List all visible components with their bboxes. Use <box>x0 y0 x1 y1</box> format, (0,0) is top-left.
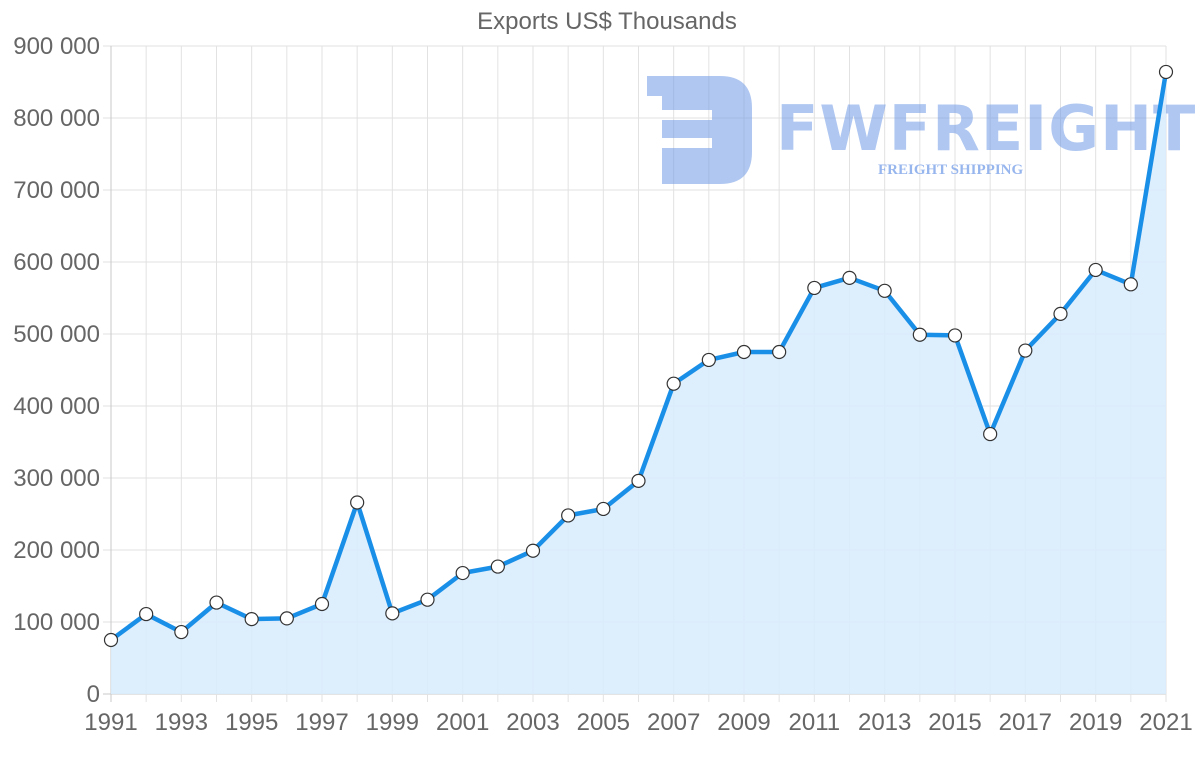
fwfreight-logo-icon <box>647 76 752 184</box>
x-tick-label: 1995 <box>225 709 278 736</box>
data-point-marker[interactable] <box>103 632 119 648</box>
y-tick-label: 600 000 <box>13 249 100 276</box>
data-point-marker[interactable] <box>877 283 892 298</box>
x-tick-label: 1991 <box>84 709 137 736</box>
data-point-marker[interactable] <box>947 328 963 343</box>
data-point-marker[interactable] <box>596 501 611 517</box>
x-tick-label: 2021 <box>1139 709 1192 736</box>
y-tick-label: 200 000 <box>13 537 100 564</box>
data-point-marker[interactable] <box>1158 64 1174 80</box>
data-point-marker[interactable] <box>631 473 646 488</box>
data-point-marker[interactable] <box>139 606 154 622</box>
x-tick-label: 2003 <box>506 709 559 736</box>
x-tick-label: 1993 <box>155 709 208 736</box>
x-tick-label: 2009 <box>717 709 770 736</box>
data-point-marker[interactable] <box>209 595 224 610</box>
data-point-marker[interactable] <box>350 495 365 510</box>
data-point-marker[interactable] <box>1088 262 1103 278</box>
data-point-marker[interactable] <box>807 280 822 296</box>
data-point-marker[interactable] <box>455 565 470 581</box>
y-tick-label: 900 000 <box>13 33 100 60</box>
data-point-marker[interactable] <box>244 612 259 627</box>
x-tick-label: 2015 <box>928 709 981 736</box>
data-point-marker[interactable] <box>525 543 541 558</box>
data-point-marker[interactable] <box>666 376 681 391</box>
chart-title: Exports US$ Thousands <box>477 8 737 35</box>
x-axis: 1991 1993 1995 1997 1999 2001 2003 2005 2007 2009… <box>84 709 1192 736</box>
area-fill <box>111 71 1166 694</box>
data-point-marker[interactable] <box>561 508 576 523</box>
x-tick-label: 2011 <box>789 709 841 736</box>
data-point-marker[interactable] <box>983 426 998 442</box>
data-point-marker[interactable] <box>842 270 857 285</box>
data-point-marker[interactable] <box>1053 306 1068 321</box>
watermark-tagline: FREIGHT SHIPPING <box>878 162 1023 178</box>
y-tick-label: 100 000 <box>13 609 100 636</box>
x-tick-label: 1997 <box>295 709 348 736</box>
y-tick-label: 800 000 <box>13 105 100 132</box>
data-point-marker[interactable] <box>490 559 505 574</box>
data-point-marker[interactable] <box>1123 277 1138 292</box>
x-tick-label: 2001 <box>436 709 489 736</box>
data-point-marker[interactable] <box>1018 343 1033 358</box>
y-tick-label: 300 000 <box>13 465 100 492</box>
data-point-marker[interactable] <box>420 592 435 607</box>
data-point-marker[interactable] <box>385 606 400 621</box>
fwfreight-watermark: FWFREIGHT FREIGHT SHIPPING <box>647 76 1196 184</box>
x-tick-label: 1999 <box>366 709 419 736</box>
y-axis: 0 100 000 200 000 300 000 400 000 500 000 600 … <box>13 33 100 708</box>
x-tick-label: 2013 <box>858 709 911 736</box>
x-tick-label: 2019 <box>1069 709 1122 736</box>
data-point-marker[interactable] <box>736 344 752 360</box>
y-tick-label: 0 <box>87 681 100 708</box>
y-tick-label: 400 000 <box>13 393 100 420</box>
data-point-marker[interactable] <box>174 624 189 640</box>
data-point-marker[interactable] <box>314 596 330 612</box>
x-tick-label: 2007 <box>647 709 700 736</box>
data-point-marker[interactable] <box>772 344 787 360</box>
data-point-marker[interactable] <box>701 352 716 368</box>
x-tick-label: 2017 <box>999 709 1052 736</box>
x-tick-label: 2005 <box>577 709 630 736</box>
data-markers <box>103 64 1174 648</box>
y-tick-label: 700 000 <box>13 177 100 204</box>
data-point-marker[interactable] <box>912 327 927 342</box>
watermark-brand: FWFREIGHT <box>776 92 1196 165</box>
data-point-marker[interactable] <box>279 611 294 626</box>
y-tick-label: 500 000 <box>13 321 100 348</box>
